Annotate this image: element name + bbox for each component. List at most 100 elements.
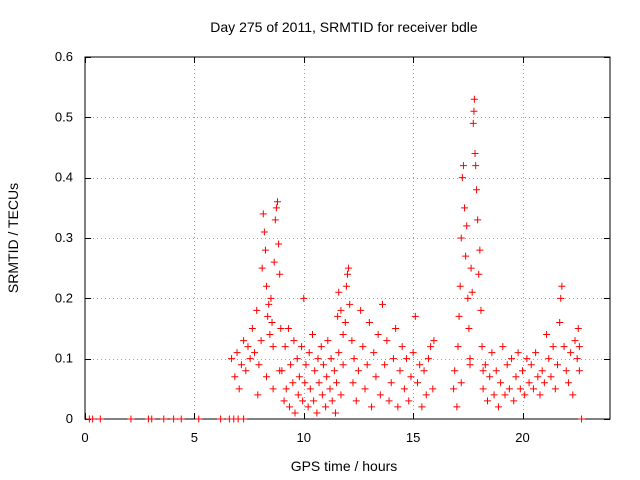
data-point [354, 367, 362, 375]
data-point [304, 403, 312, 411]
data-point [418, 403, 426, 411]
data-point [540, 379, 548, 387]
data-point [281, 343, 289, 351]
data-point [512, 373, 520, 381]
data-points [85, 95, 586, 423]
data-point [148, 415, 156, 423]
data-point [259, 210, 267, 218]
data-point [255, 361, 263, 369]
data-point [536, 391, 544, 399]
data-point [349, 379, 357, 387]
data-point [233, 349, 241, 357]
y-axis-label: SRMTID / TECUs [5, 183, 21, 293]
data-point [314, 355, 322, 363]
data-point [473, 186, 481, 194]
data-point [254, 391, 262, 399]
data-point [564, 379, 572, 387]
data-point [300, 294, 308, 302]
data-point [363, 361, 371, 369]
data-point [311, 367, 319, 375]
data-point [470, 107, 478, 115]
data-point [567, 349, 575, 357]
chart-title: Day 275 of 2011, SRMTID for receiver bdl… [210, 19, 478, 35]
data-point [525, 379, 533, 387]
data-point [244, 343, 252, 351]
data-point [455, 312, 463, 320]
data-point [322, 403, 330, 411]
data-point [217, 415, 225, 423]
data-point [411, 312, 419, 320]
data-point [385, 397, 393, 405]
data-point [263, 282, 271, 290]
data-point [479, 367, 487, 375]
data-point [330, 367, 338, 375]
data-point [313, 409, 321, 417]
data-point [324, 337, 332, 345]
data-point [574, 325, 582, 332]
data-point [387, 379, 395, 387]
data-point [127, 415, 135, 423]
data-point [315, 379, 323, 387]
y-tick-label: 0.5 [55, 109, 73, 124]
y-tick-label: 0.1 [55, 351, 73, 366]
data-point [416, 361, 424, 369]
data-point [276, 270, 284, 278]
data-point [379, 300, 386, 308]
data-point [516, 385, 524, 393]
data-point [403, 355, 411, 363]
data-point [554, 361, 561, 369]
data-point [510, 397, 518, 405]
data-point [350, 355, 358, 363]
data-point [409, 349, 417, 357]
data-point [228, 355, 236, 363]
data-point [477, 306, 485, 314]
data-point [499, 343, 507, 351]
data-point [479, 385, 487, 393]
x-tick-label: 0 [81, 430, 88, 445]
data-point [392, 325, 400, 332]
data-point [231, 373, 239, 381]
y-tick-label: 0.2 [55, 290, 73, 305]
data-point [474, 216, 482, 224]
data-point [389, 355, 397, 363]
data-point [394, 403, 402, 411]
x-tick-label: 15 [406, 430, 420, 445]
data-point [269, 385, 277, 393]
data-point [331, 409, 339, 417]
data-point [295, 373, 303, 381]
y-tick-label: 0.4 [55, 170, 73, 185]
data-point [543, 331, 551, 339]
data-point [451, 367, 459, 375]
data-point [465, 325, 473, 332]
data-point [454, 343, 462, 351]
data-point [317, 343, 325, 351]
data-point [240, 337, 248, 345]
data-point [251, 349, 259, 357]
data-point [333, 379, 341, 387]
data-point [534, 373, 542, 381]
data-point [400, 385, 408, 393]
data-point [468, 288, 476, 296]
data-point [318, 391, 326, 399]
x-axis-label: GPS time / hours [291, 458, 398, 474]
tick-layer [85, 57, 610, 420]
data-point [492, 367, 500, 375]
data-point [457, 379, 465, 387]
data-point [235, 385, 243, 393]
data-point [462, 252, 470, 260]
data-point [89, 415, 97, 423]
data-point [463, 222, 471, 230]
data-point [294, 391, 302, 399]
data-point [575, 367, 583, 375]
data-point [429, 385, 437, 393]
y-tick-label: 0.3 [55, 230, 73, 245]
x-tick-label: 5 [191, 430, 198, 445]
data-point [471, 150, 479, 158]
data-point [414, 379, 421, 387]
data-point [497, 379, 505, 387]
data-point [381, 361, 389, 369]
data-point [370, 349, 378, 357]
data-point [475, 270, 483, 278]
data-point [334, 312, 342, 320]
data-point [240, 415, 248, 423]
